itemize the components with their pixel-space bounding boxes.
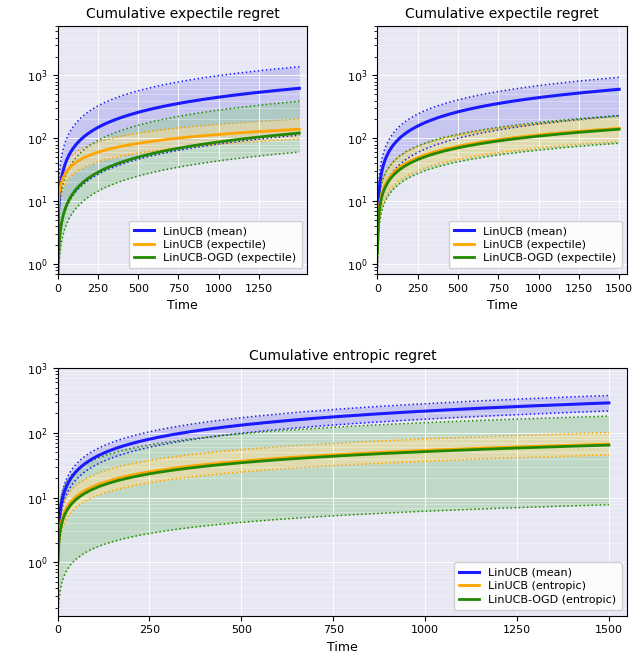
LinUCB (expectile) <box>483 137 491 145</box>
LinUCB (mean) <box>196 426 204 434</box>
LinUCB-OGD (entropic) <box>422 448 429 455</box>
LinUCB-OGD (expectile) <box>54 289 61 297</box>
LinUCB (expectile) <box>215 130 223 138</box>
LinUCB (mean) <box>236 91 243 99</box>
LinUCB (mean) <box>605 399 612 407</box>
Line: LinUCB (expectile): LinUCB (expectile) <box>378 128 619 248</box>
Line: LinUCB (mean): LinUCB (mean) <box>378 89 619 239</box>
LinUCB (entropic) <box>469 444 477 452</box>
LinUCB-OGD (expectile) <box>556 130 563 138</box>
LinUCB (mean) <box>152 434 159 442</box>
LinUCB-OGD (expectile) <box>196 140 204 148</box>
LinUCB (mean) <box>436 113 444 121</box>
Line: LinUCB-OGD (entropic): LinUCB-OGD (entropic) <box>58 445 609 562</box>
LinUCB-OGD (expectile) <box>296 129 303 137</box>
LinUCB (entropic) <box>196 461 204 469</box>
LinUCB (expectile) <box>615 124 623 132</box>
LinUCB (mean) <box>483 101 491 109</box>
Line: LinUCB (mean): LinUCB (mean) <box>58 403 609 551</box>
LinUCB (expectile) <box>436 146 444 154</box>
Title: Cumulative expectile regret: Cumulative expectile regret <box>405 7 599 21</box>
LinUCB (mean) <box>97 122 104 130</box>
LinUCB (expectile) <box>236 129 243 137</box>
LinUCB (expectile) <box>374 244 381 252</box>
LinUCB (entropic) <box>422 446 429 454</box>
LinUCB (mean) <box>196 96 204 104</box>
LinUCB (mean) <box>535 93 543 101</box>
LinUCB (mean) <box>303 415 311 423</box>
LinUCB (mean) <box>615 85 623 93</box>
LinUCB-OGD (entropic) <box>379 449 387 457</box>
LinUCB (expectile) <box>556 129 563 137</box>
LinUCB-OGD (expectile) <box>215 138 223 146</box>
LinUCB (expectile) <box>116 143 124 151</box>
LinUCB-OGD (expectile) <box>535 132 543 140</box>
LinUCB (expectile) <box>296 125 303 133</box>
X-axis label: Time: Time <box>167 299 198 312</box>
LinUCB-OGD (entropic) <box>469 446 477 453</box>
LinUCB-OGD (entropic) <box>303 454 311 462</box>
Line: LinUCB-OGD (expectile): LinUCB-OGD (expectile) <box>378 129 619 253</box>
LinUCB (expectile) <box>516 133 524 141</box>
LinUCB-OGD (entropic) <box>54 558 62 566</box>
Line: LinUCB (entropic): LinUCB (entropic) <box>58 444 609 557</box>
Legend: LinUCB (mean), LinUCB (expectile), LinUCB-OGD (expectile): LinUCB (mean), LinUCB (expectile), LinUC… <box>449 220 621 269</box>
LinUCB (entropic) <box>54 553 62 561</box>
LinUCB (expectile) <box>163 136 171 144</box>
LinUCB (mean) <box>215 93 223 101</box>
Title: Cumulative entropic regret: Cumulative entropic regret <box>248 349 436 363</box>
LinUCB-OGD (entropic) <box>152 469 159 477</box>
LinUCB-OGD (entropic) <box>196 463 204 471</box>
LinUCB (entropic) <box>303 452 311 460</box>
LinUCB (entropic) <box>605 440 612 448</box>
LinUCB (expectile) <box>54 219 61 227</box>
Legend: LinUCB (mean), LinUCB (entropic), LinUCB-OGD (entropic): LinUCB (mean), LinUCB (entropic), LinUCB… <box>454 562 621 610</box>
LinUCB-OGD (expectile) <box>516 134 524 142</box>
LinUCB-OGD (expectile) <box>163 146 171 154</box>
LinUCB-OGD (expectile) <box>97 167 104 175</box>
Line: LinUCB-OGD (expectile): LinUCB-OGD (expectile) <box>58 133 300 293</box>
LinUCB-OGD (expectile) <box>236 135 243 143</box>
LinUCB (expectile) <box>417 153 424 161</box>
LinUCB (mean) <box>379 410 387 418</box>
LinUCB-OGD (expectile) <box>417 155 424 163</box>
X-axis label: Time: Time <box>327 641 358 654</box>
LinUCB-OGD (expectile) <box>483 139 491 147</box>
LinUCB (mean) <box>116 114 124 122</box>
LinUCB (mean) <box>54 244 61 252</box>
LinUCB (mean) <box>374 235 381 243</box>
LinUCB-OGD (expectile) <box>615 125 623 133</box>
LinUCB (mean) <box>163 102 171 110</box>
LinUCB (mean) <box>296 84 303 92</box>
LinUCB (mean) <box>469 404 477 412</box>
LinUCB (expectile) <box>196 132 204 140</box>
LinUCB (mean) <box>417 120 424 128</box>
LinUCB (mean) <box>54 547 62 555</box>
LinUCB (mean) <box>556 91 563 99</box>
Line: LinUCB (mean): LinUCB (mean) <box>58 88 300 248</box>
LinUCB (entropic) <box>379 448 387 456</box>
LinUCB (mean) <box>516 96 524 104</box>
LinUCB (expectile) <box>97 148 104 156</box>
Line: LinUCB (expectile): LinUCB (expectile) <box>58 129 300 223</box>
LinUCB-OGD (expectile) <box>436 148 444 156</box>
X-axis label: Time: Time <box>487 299 518 312</box>
LinUCB (expectile) <box>535 131 543 139</box>
LinUCB (entropic) <box>152 467 159 475</box>
LinUCB-OGD (expectile) <box>374 249 381 257</box>
LinUCB-OGD (expectile) <box>116 159 124 167</box>
LinUCB (mean) <box>422 407 429 415</box>
Title: Cumulative expectile regret: Cumulative expectile regret <box>86 7 280 21</box>
Legend: LinUCB (mean), LinUCB (expectile), LinUCB-OGD (expectile): LinUCB (mean), LinUCB (expectile), LinUC… <box>129 220 302 269</box>
LinUCB-OGD (entropic) <box>605 441 612 449</box>
